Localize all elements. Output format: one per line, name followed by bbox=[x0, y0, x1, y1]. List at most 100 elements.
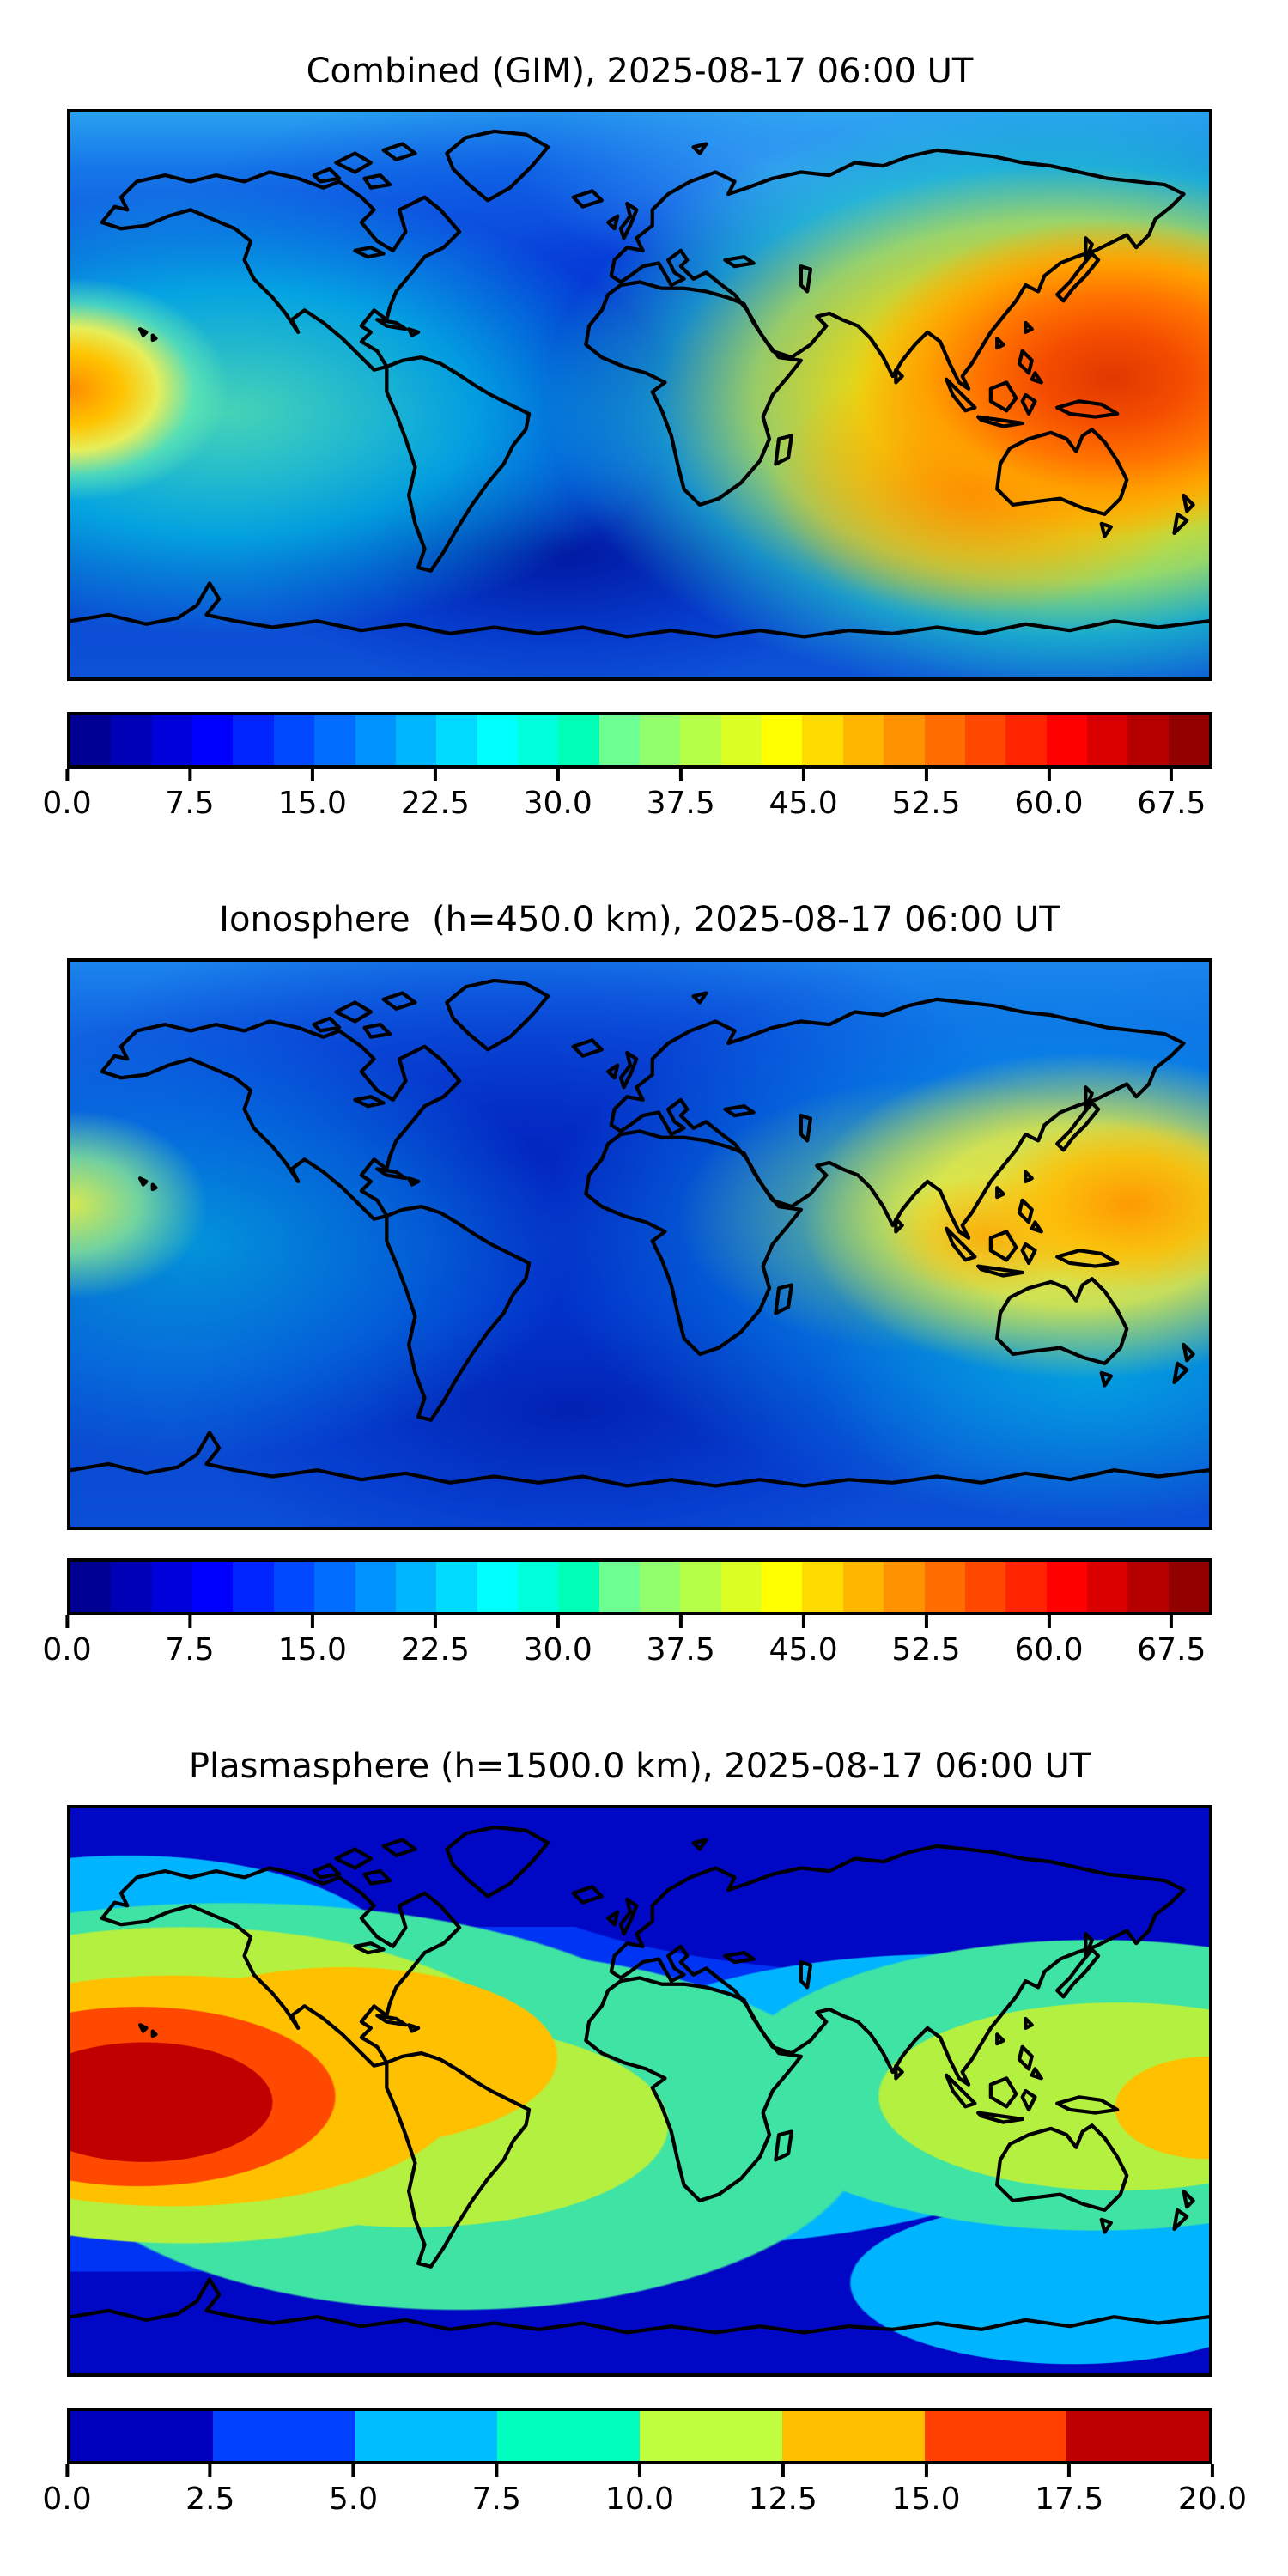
colorbar-tick-label: 60.0 bbox=[1014, 769, 1083, 821]
colorbar-segment bbox=[558, 1562, 599, 1612]
colorbar-segment bbox=[1168, 715, 1210, 765]
colorbar-tick-label: 15.0 bbox=[278, 769, 347, 821]
colorbar-plasmasphere bbox=[67, 2408, 1212, 2464]
colorbar-tick-label: 5.0 bbox=[329, 2464, 378, 2517]
colorbar-segment bbox=[1086, 715, 1128, 765]
colorbar-segment bbox=[1127, 1562, 1169, 1612]
colorbar-ionosphere bbox=[67, 1558, 1212, 1615]
colorbar-segment bbox=[151, 1562, 193, 1612]
colorbar-segment bbox=[640, 1562, 681, 1612]
colorbar-tick-label: 30.0 bbox=[524, 1615, 592, 1668]
colorbar-segment bbox=[558, 715, 599, 765]
colorbar-tick-label: 22.5 bbox=[401, 769, 470, 821]
coastline-overlay bbox=[70, 112, 1209, 677]
colorbar-tick-label: 52.5 bbox=[891, 1615, 960, 1668]
colorbar-tick-label: 15.0 bbox=[891, 2464, 960, 2517]
colorbar-segment bbox=[1005, 715, 1047, 765]
colorbar-segment bbox=[395, 1562, 437, 1612]
colorbar-tick-label: 7.5 bbox=[472, 2464, 521, 2517]
colorbar-ticks-ionosphere: 0.0 7.5 15.0 22.5 30.0 37.5 45.0 52.5 60.0 67.5 bbox=[42, 1615, 1212, 1677]
colorbar-segment bbox=[964, 715, 1006, 765]
colorbar-segment bbox=[680, 1562, 721, 1612]
colorbar-segment bbox=[355, 715, 396, 765]
coastline-overlay bbox=[70, 1808, 1209, 2373]
colorbar-tick-label: 0.0 bbox=[42, 2464, 91, 2517]
colorbar-tick-label: 60.0 bbox=[1014, 1615, 1083, 1668]
colorbar-tick-label: 7.5 bbox=[165, 769, 214, 821]
colorbar-segment bbox=[70, 1562, 112, 1612]
colorbar-segment bbox=[273, 715, 315, 765]
colorbar-segment bbox=[842, 1562, 884, 1612]
colorbar-segment bbox=[924, 715, 965, 765]
colorbar-segment bbox=[355, 1562, 396, 1612]
colorbar-tick-label: 17.5 bbox=[1035, 2464, 1103, 2517]
map-ionosphere bbox=[67, 958, 1212, 1530]
colorbar-segment bbox=[355, 2411, 498, 2461]
colorbar-segment bbox=[1168, 1562, 1210, 1612]
colorbar-segment bbox=[436, 715, 477, 765]
colorbar-tick-label: 10.0 bbox=[605, 2464, 674, 2517]
colorbar-segment bbox=[1127, 715, 1169, 765]
colorbar-segment bbox=[762, 715, 803, 765]
colorbar-segment bbox=[395, 715, 437, 765]
colorbar-tick-label: 20.0 bbox=[1178, 2464, 1247, 2517]
colorbar-segment bbox=[436, 1562, 477, 1612]
colorbar-segment bbox=[192, 1562, 234, 1612]
colorbar-tick-label: 30.0 bbox=[524, 769, 592, 821]
colorbar-segment bbox=[781, 2411, 925, 2461]
colorbar-combined bbox=[67, 712, 1212, 769]
colorbar-segment bbox=[640, 2411, 782, 2461]
colorbar-segment bbox=[842, 715, 884, 765]
colorbar-segment bbox=[111, 715, 152, 765]
colorbar-tick-label: 37.5 bbox=[647, 1615, 715, 1668]
colorbar-segment bbox=[964, 1562, 1006, 1612]
colorbar-segment bbox=[1066, 2411, 1209, 2461]
colorbar-ticks-plasmasphere: 0.0 2.5 5.0 7.5 10.0 12.5 15.0 17.5 20.0 bbox=[42, 2464, 1247, 2526]
colorbar-segment bbox=[212, 2411, 355, 2461]
colorbar-segment bbox=[477, 715, 518, 765]
colorbar-segment bbox=[720, 715, 762, 765]
colorbar-tick-label: 37.5 bbox=[647, 769, 715, 821]
colorbar-segment bbox=[517, 715, 559, 765]
tec-field-combined bbox=[70, 112, 1209, 677]
panel-3-title: Plasmasphere (h=1500.0 km), 2025-08-17 0… bbox=[188, 1747, 1091, 1786]
colorbar-segment bbox=[273, 1562, 315, 1612]
map-combined-gim bbox=[67, 109, 1212, 681]
colorbar-segment bbox=[720, 1562, 762, 1612]
tec-field-plasmasphere bbox=[70, 1808, 1209, 2373]
colorbar-segment bbox=[924, 1562, 965, 1612]
colorbar-segment bbox=[314, 1562, 355, 1612]
colorbar-tick-label: 67.5 bbox=[1137, 769, 1206, 821]
colorbar-segment bbox=[884, 715, 925, 765]
colorbar-tick-label: 67.5 bbox=[1137, 1615, 1206, 1668]
colorbar-tick-label: 7.5 bbox=[165, 1615, 214, 1668]
colorbar-segment bbox=[802, 1562, 843, 1612]
colorbar-segment bbox=[598, 1562, 641, 1612]
colorbar-tick-label: 0.0 bbox=[42, 1615, 91, 1668]
map-plasmasphere bbox=[67, 1805, 1212, 2377]
colorbar-tick-label: 52.5 bbox=[891, 769, 960, 821]
colorbar-segment bbox=[1046, 1562, 1087, 1612]
tec-field-ionosphere bbox=[70, 962, 1209, 1527]
colorbar-segment bbox=[598, 715, 641, 765]
colorbar-ticks-combined: 0.0 7.5 15.0 22.5 30.0 37.5 45.0 52.5 60.0 67.5 bbox=[42, 769, 1212, 830]
colorbar-tick-label: 45.0 bbox=[769, 769, 837, 821]
colorbar-tick-label: 0.0 bbox=[42, 769, 91, 821]
colorbar-tick-label: 22.5 bbox=[401, 1615, 470, 1668]
colorbar-segment bbox=[314, 715, 355, 765]
colorbar-segment bbox=[111, 1562, 152, 1612]
colorbar-segment bbox=[517, 1562, 559, 1612]
panel-1-title: Combined (GIM), 2025-08-17 06:00 UT bbox=[306, 52, 974, 91]
colorbar-segment bbox=[151, 715, 193, 765]
colorbar-segment bbox=[640, 715, 681, 765]
colorbar-segment bbox=[802, 715, 843, 765]
colorbar-segment bbox=[233, 715, 274, 765]
coastline-overlay bbox=[70, 962, 1209, 1527]
colorbar-segment bbox=[924, 2411, 1067, 2461]
colorbar-segment bbox=[1005, 1562, 1047, 1612]
colorbar-segment bbox=[497, 2411, 640, 2461]
colorbar-tick-label: 45.0 bbox=[769, 1615, 837, 1668]
colorbar-segment bbox=[1046, 715, 1087, 765]
colorbar-segment bbox=[884, 1562, 925, 1612]
